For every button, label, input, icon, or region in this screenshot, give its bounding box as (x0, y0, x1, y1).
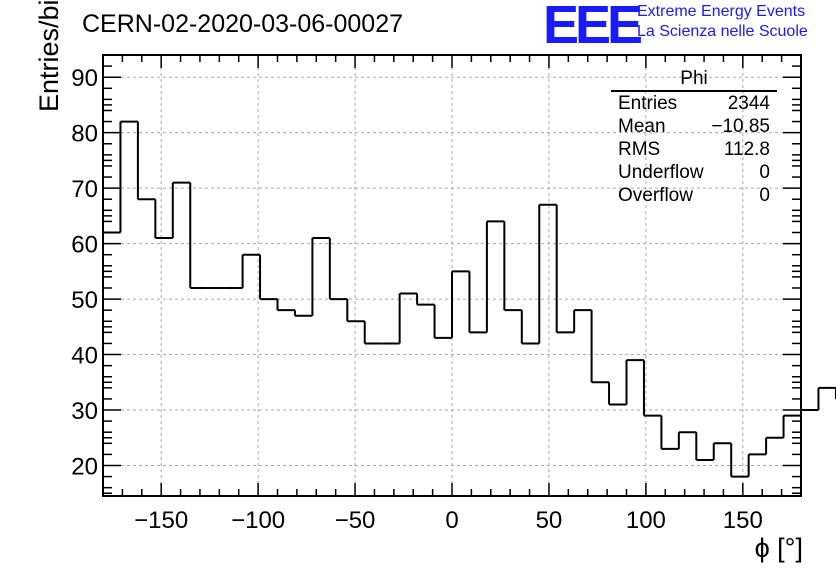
stats-label: Entries (618, 93, 678, 114)
x-tick-label: −150 (134, 507, 188, 534)
x-tick-label: 100 (626, 507, 666, 534)
org-line-1: Extreme Energy Events (637, 3, 806, 20)
grid-lines (103, 55, 801, 496)
stats-value: 112.8 (723, 139, 770, 160)
stats-title: Phi (611, 68, 777, 92)
x-tick-label: 150 (723, 507, 763, 534)
x-tick-label: 50 (536, 507, 563, 534)
y-tick-label: 40 (71, 343, 98, 370)
y-axis-label: Entries/bin (34, 0, 64, 112)
x-axis-label: ϕ [°] (754, 533, 803, 563)
y-axis-ticks: 20 30 40 50 60 70 80 90 (71, 54, 801, 494)
x-axis-ticks: −150 −100 −50 0 50 100 150 (102, 55, 802, 534)
x-tick-label: 0 (445, 507, 458, 534)
stats-label: Overflow (618, 185, 693, 206)
stats-row-entries: Entries 2344 (611, 92, 777, 115)
y-tick-label: 70 (71, 176, 98, 203)
stats-row-mean: Mean −10.85 (611, 115, 777, 138)
stats-label: RMS (618, 139, 661, 160)
y-tick-label: 50 (71, 287, 98, 314)
stats-value: 0 (759, 185, 770, 206)
stats-box: Phi Entries 2344 Mean −10.85 RMS 112.8 Unde… (611, 68, 777, 207)
y-tick-label: 90 (71, 65, 98, 92)
y-tick-label: 80 (71, 121, 98, 148)
x-tick-label: −50 (335, 507, 376, 534)
stats-row-rms: RMS 112.8 (611, 138, 777, 161)
stats-label: Mean (618, 116, 666, 137)
stats-row-underflow: Underflow 0 (611, 161, 777, 184)
y-tick-label: 30 (71, 398, 98, 425)
stats-value: −10.85 (711, 116, 770, 137)
x-tick-label: −100 (231, 507, 285, 534)
stats-row-overflow: Overflow 0 (611, 184, 777, 207)
stats-value: 0 (759, 162, 770, 183)
org-line-2: La Scienza nelle Scuole (637, 23, 808, 40)
organization-name: Extreme Energy Events La Scienza nelle S… (637, 2, 808, 42)
stats-label: Underflow (618, 162, 704, 183)
chart-title: CERN-02-2020-03-06-00027 (82, 10, 404, 38)
stats-value: 2344 (727, 93, 770, 114)
eee-logo: EEE (543, 0, 643, 55)
y-tick-label: 60 (71, 232, 98, 259)
y-tick-label: 20 (71, 453, 98, 480)
